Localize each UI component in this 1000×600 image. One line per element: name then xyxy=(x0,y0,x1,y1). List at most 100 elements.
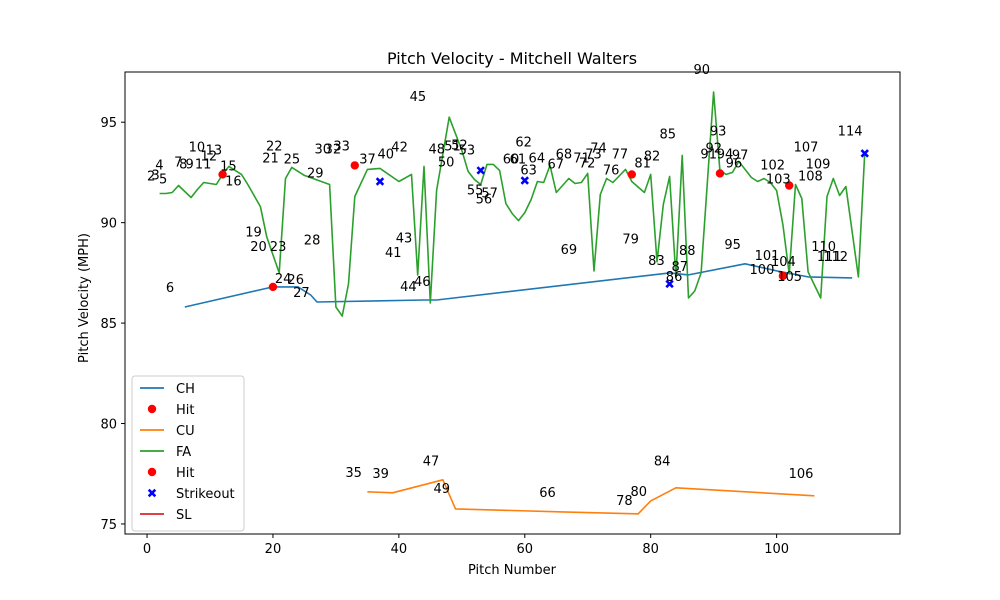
pitch-number-label: 86 xyxy=(666,270,683,285)
pitch-number-label: 40 xyxy=(377,147,394,162)
pitch-number-label: 24 xyxy=(275,272,292,287)
plot-background xyxy=(125,72,900,534)
pitch-number-label: 93 xyxy=(710,124,727,139)
pitch-number-label: 102 xyxy=(760,158,785,173)
pitch-number-label: 60 xyxy=(503,152,520,167)
y-tick-label: 95 xyxy=(100,116,117,131)
pitch-number-label: 94 xyxy=(717,147,734,162)
pitch-number-label: 26 xyxy=(287,273,304,288)
pitch-number-label: 53 xyxy=(459,143,476,158)
pitch-number-label: 67 xyxy=(547,157,564,172)
pitch-number-label: 92 xyxy=(705,141,722,156)
pitch-number-label: 69 xyxy=(561,243,578,258)
pitch-number-label: 91 xyxy=(700,147,717,162)
pitch-number-label: 30 xyxy=(315,142,332,157)
x-tick-label: 20 xyxy=(265,542,282,557)
pitch-number-label: 3 xyxy=(151,168,159,183)
legend-swatch-dot xyxy=(147,404,157,414)
series-line-cu xyxy=(367,478,815,515)
hit-marker xyxy=(350,161,359,170)
pitch-number-label: 111 xyxy=(817,250,842,265)
pitch-number-label: 43 xyxy=(396,232,413,247)
x-tick-label: 100 xyxy=(764,542,789,557)
pitch-number-label: 74 xyxy=(590,141,607,156)
pitch-number-label: 19 xyxy=(245,226,262,241)
pitch-number-label: 107 xyxy=(794,140,819,155)
pitch-number-label: 82 xyxy=(644,149,661,164)
hit-marker xyxy=(778,271,788,281)
series-line-fa xyxy=(159,91,866,317)
y-tick-label: 75 xyxy=(100,518,117,533)
pitch-number-label: 27 xyxy=(293,286,310,301)
pitch-number-label: 50 xyxy=(438,155,455,170)
pitch-number-label: 44 xyxy=(400,280,417,295)
pitch-number-label: 110 xyxy=(811,240,836,255)
pitch-number-label: 87 xyxy=(671,260,688,275)
strikeout-marker xyxy=(665,279,674,289)
pitch-number-label: 105 xyxy=(777,270,802,285)
pitch-number-label: 101 xyxy=(755,249,780,264)
legend-label: CH xyxy=(176,382,195,397)
pitch-number-label: 7 xyxy=(174,155,182,170)
hit-marker xyxy=(784,181,794,190)
pitch-number-label: 25 xyxy=(284,152,301,167)
pitch-number-label: 63 xyxy=(520,163,537,178)
pitch-number-label: 88 xyxy=(679,244,696,259)
legend-swatch-dot xyxy=(147,467,157,477)
pitch-number-label: 97 xyxy=(732,148,749,163)
hit-marker xyxy=(627,170,637,179)
series-line-ch xyxy=(184,262,853,308)
pitch-number-label: 77 xyxy=(612,147,629,162)
pitch-number-label: 41 xyxy=(385,246,402,261)
legend: CH Hit CU FA Hit Strikeout SL xyxy=(131,375,245,532)
pitch-number-label: 35 xyxy=(345,466,362,481)
pitch-number-label: 108 xyxy=(798,169,823,184)
pitch-number-label: 76 xyxy=(603,163,620,178)
pitch-number-label: 11 xyxy=(195,157,212,172)
pitch-number-label: 12 xyxy=(201,149,218,164)
pitch-number-label: 4 xyxy=(155,158,163,173)
pitch-number-label: 83 xyxy=(648,254,665,269)
pitch-number-label: 39 xyxy=(372,467,389,482)
pitch-number-label: 112 xyxy=(823,250,848,265)
pitch-number-label: 80 xyxy=(631,485,648,500)
pitch-number-label: 10 xyxy=(189,140,206,155)
pitch-number-label: 52 xyxy=(451,138,468,153)
x-tick-label: 80 xyxy=(642,542,659,557)
legend-label: FA xyxy=(176,445,191,460)
x-tick-label: 0 xyxy=(143,542,151,557)
pitch-number-label: 57 xyxy=(481,187,498,202)
hit-marker xyxy=(268,282,278,292)
pitch-number-label: 100 xyxy=(750,263,775,278)
pitch-number-label: 49 xyxy=(433,482,450,497)
y-axis-label: Pitch Velocity (MPH) xyxy=(77,233,92,363)
annotation-layer: 2345678910111213151619202122232426272528… xyxy=(147,63,862,509)
strikeout-marker xyxy=(520,176,529,185)
pitch-number-label: 9 xyxy=(185,157,193,172)
pitch-number-label: 106 xyxy=(789,467,814,482)
pitch-number-label: 114 xyxy=(838,124,863,139)
pitch-number-label: 95 xyxy=(724,238,741,253)
pitch-number-label: 66 xyxy=(539,486,556,501)
pitch-number-label: 51 xyxy=(444,139,461,154)
hit-marker xyxy=(218,170,227,179)
legend-label: Hit xyxy=(176,466,194,481)
pitch-number-label: 8 xyxy=(179,157,187,172)
pitch-number-label: 21 xyxy=(262,151,279,166)
y-tick-label: 85 xyxy=(100,317,117,332)
pitch-number-label: 16 xyxy=(225,174,242,189)
pitch-number-label: 6 xyxy=(166,281,174,296)
pitch-number-label: 29 xyxy=(307,166,324,181)
pitch-number-label: 90 xyxy=(694,63,711,78)
pitch-number-label: 56 xyxy=(476,193,493,208)
plot-area xyxy=(125,72,900,534)
pitch-number-label: 37 xyxy=(359,152,376,167)
pitch-number-label: 84 xyxy=(654,455,671,470)
x-axis-label: Pitch Number xyxy=(468,563,557,578)
pitch-number-label: 78 xyxy=(616,494,633,509)
pitch-number-label: 23 xyxy=(270,240,287,255)
legend-box xyxy=(131,375,245,532)
plot-frame xyxy=(124,71,901,535)
pitch-number-label: 13 xyxy=(206,143,223,158)
